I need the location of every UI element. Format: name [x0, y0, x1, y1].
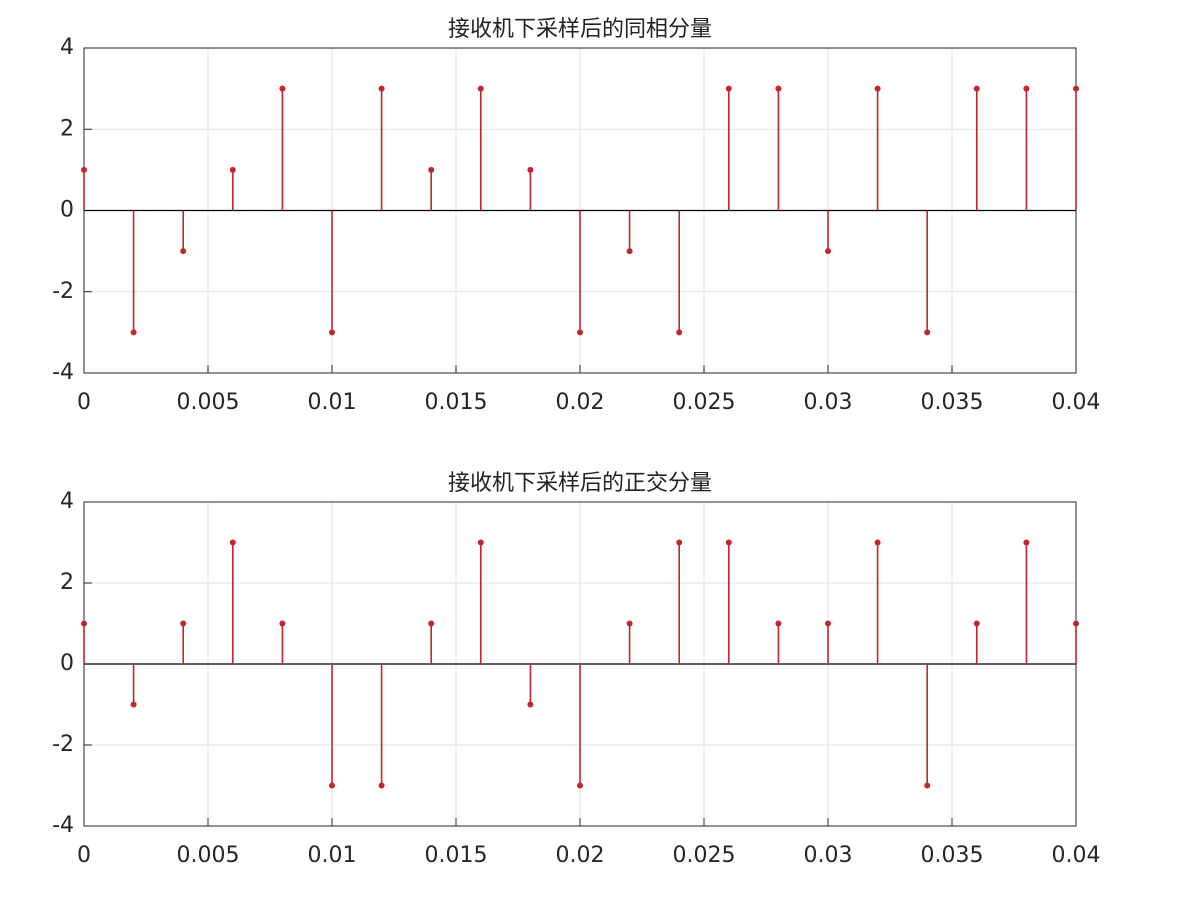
y-tick-label: -4	[52, 360, 74, 385]
stem-marker	[329, 329, 335, 336]
stem-marker	[676, 329, 683, 336]
stem-marker	[378, 782, 385, 789]
stem-marker	[1023, 85, 1030, 92]
x-tick-label: 0.03	[804, 843, 853, 868]
stem-marker	[626, 248, 633, 255]
x-tick-label: 0.02	[556, 390, 605, 415]
stem-marker	[924, 782, 931, 789]
x-tick-label: 0.015	[425, 843, 488, 868]
stem-marker	[1073, 85, 1079, 92]
stem-marker	[775, 620, 782, 627]
x-tick-label: 0	[77, 843, 91, 868]
x-tick-label: 0.015	[425, 390, 488, 415]
stem-marker	[130, 329, 137, 336]
stem-marker	[428, 166, 435, 173]
stem-marker	[229, 539, 236, 546]
y-tick-label: 0	[60, 651, 74, 676]
stem-marker	[825, 620, 831, 627]
x-tick-label: 0.01	[308, 843, 357, 868]
stem-marker	[378, 85, 385, 92]
y-tick-label: -2	[52, 279, 74, 304]
stem-marker	[428, 620, 435, 627]
x-tick-label: 0.025	[673, 843, 736, 868]
stem-marker	[1023, 539, 1030, 546]
stem-marker	[825, 248, 831, 255]
chart-title: 接收机下采样后的正交分量	[448, 471, 712, 496]
x-tick-label: 0.025	[673, 390, 736, 415]
stem-marker	[477, 85, 484, 92]
x-tick-label: 0.04	[1052, 843, 1101, 868]
stem-marker	[81, 166, 87, 173]
stem-marker	[527, 701, 534, 708]
stem-marker	[577, 329, 583, 336]
stem-marker	[229, 166, 236, 173]
chart-title: 接收机下采样后的同相分量	[448, 17, 712, 42]
x-tick-label: 0.035	[921, 390, 984, 415]
stem-marker	[81, 620, 87, 627]
y-tick-label: 2	[60, 116, 74, 141]
stem-marker	[477, 539, 484, 546]
stem-marker	[626, 620, 633, 627]
x-tick-label: 0.02	[556, 843, 605, 868]
y-tick-label: -2	[52, 732, 74, 757]
y-tick-label: 0	[60, 198, 74, 223]
stem-marker	[676, 539, 683, 546]
stem-marker	[577, 782, 583, 789]
x-tick-label: 0	[77, 390, 91, 415]
stem-marker	[973, 85, 980, 92]
stem-marker	[130, 701, 137, 708]
x-tick-label: 0.005	[177, 390, 240, 415]
stem-marker	[279, 620, 286, 627]
x-tick-label: 0.035	[921, 843, 984, 868]
x-tick-label: 0.03	[804, 390, 853, 415]
stem-marker	[725, 539, 732, 546]
x-tick-label: 0.005	[177, 843, 240, 868]
stem-marker	[329, 782, 335, 789]
stem-marker	[279, 85, 286, 92]
y-tick-label: -4	[52, 813, 74, 838]
x-tick-label: 0.04	[1052, 390, 1101, 415]
stem-marker	[924, 329, 931, 336]
stem-marker	[527, 166, 534, 173]
stem-marker	[180, 620, 187, 627]
y-tick-label: 4	[60, 35, 74, 60]
stem-marker	[725, 85, 732, 92]
stem-marker	[775, 85, 782, 92]
x-tick-label: 0.01	[308, 390, 357, 415]
stem-marker	[1073, 620, 1079, 627]
stem-marker	[874, 85, 881, 92]
stem-marker	[180, 248, 187, 255]
y-tick-label: 2	[60, 570, 74, 595]
stem-marker	[874, 539, 881, 546]
y-tick-label: 4	[60, 489, 74, 514]
stem-marker	[973, 620, 980, 627]
